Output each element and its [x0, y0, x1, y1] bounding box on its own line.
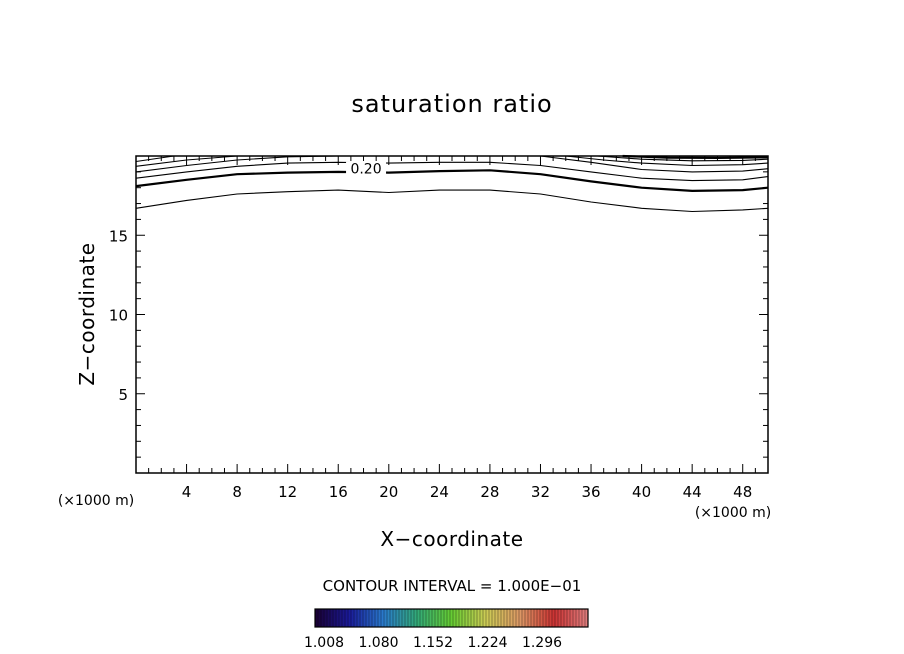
- colorbar-label: 1.224: [467, 635, 507, 651]
- x-tick-label: 36: [581, 483, 600, 501]
- chart-title: saturation ratio: [351, 90, 552, 118]
- x-tick-label: 24: [430, 483, 449, 501]
- y-tick-label: 5: [118, 386, 128, 404]
- contour-line-8: [135, 155, 174, 163]
- x-tick-label: 4: [182, 483, 192, 501]
- colorbar-label: 1.152: [413, 635, 453, 651]
- x-tick-label: 8: [232, 483, 242, 501]
- contour-line-2: [135, 169, 769, 192]
- x-tick-label: 28: [480, 483, 499, 501]
- contour-line-5: [540, 155, 769, 173]
- y-tick-label: 10: [109, 307, 128, 325]
- x-tick-label: 44: [683, 483, 702, 501]
- contour-line-3: [135, 161, 769, 182]
- x-tick-label: 16: [329, 483, 348, 501]
- plot-frame: [135, 155, 769, 474]
- contour-line-7: [565, 155, 769, 167]
- colorbar-gradient: [315, 609, 588, 627]
- colorbar-frame: [314, 608, 589, 628]
- x-tick-label: 32: [531, 483, 550, 501]
- y-axis-label: Z−coordinate: [75, 242, 99, 385]
- contour-line-1: [135, 189, 769, 213]
- contour-interval-text: CONTOUR INTERVAL = 1.000E−01: [323, 577, 582, 595]
- x-tick-label: 48: [733, 483, 752, 501]
- y-tick-label: 15: [109, 227, 128, 245]
- colorbar-label: 1.008: [304, 635, 344, 651]
- x-tick-label: 12: [278, 483, 297, 501]
- colorbar-label: 1.080: [358, 635, 398, 651]
- colorbar-labels: 1.008 1.080 1.152 1.224 1.296: [304, 635, 562, 651]
- colorbar-label: 1.296: [522, 635, 562, 651]
- colorbar: [314, 608, 589, 628]
- x-axis-label: X−coordinate: [380, 527, 523, 551]
- x-tick-label: 20: [379, 483, 398, 501]
- contour-lines: [135, 154, 769, 213]
- y-axis-unit: (×1000 m): [58, 493, 134, 509]
- x-tick-label: 40: [632, 483, 651, 501]
- x-axis-unit: (×1000 m): [695, 505, 771, 521]
- contour-label-background: [346, 161, 387, 177]
- contour-label: 0.20: [350, 162, 381, 178]
